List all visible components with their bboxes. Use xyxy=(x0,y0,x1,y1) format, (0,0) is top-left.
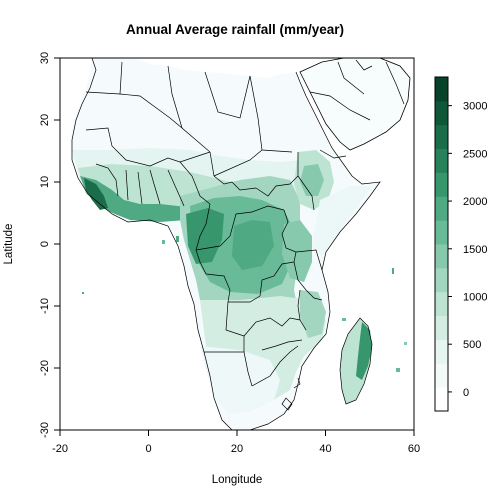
legend-swatch xyxy=(435,387,448,412)
legend-tick-label: 1500 xyxy=(463,244,487,256)
legend-swatch xyxy=(435,244,448,269)
y-tick-label: 30 xyxy=(39,52,51,64)
legend-tick-label: 500 xyxy=(463,339,481,351)
y-axis-ticks: -30 -20 -10 0 10 20 30 xyxy=(39,52,60,438)
x-tick-label: 40 xyxy=(319,443,331,455)
sierra-leone-wettest xyxy=(84,178,108,210)
legend-swatch xyxy=(435,77,448,102)
map-title: Annual Average rainfall (mm/year) xyxy=(125,22,345,37)
legend-swatch xyxy=(435,339,448,364)
legend-tick-label: 2000 xyxy=(463,196,487,208)
island-saotome xyxy=(162,240,165,244)
great-lakes-zone xyxy=(282,220,312,282)
horn-dry xyxy=(312,186,372,256)
legend-swatch xyxy=(435,148,448,173)
legend-swatch xyxy=(435,196,448,221)
y-tick-label: -20 xyxy=(39,360,51,376)
island-comoros xyxy=(342,318,346,321)
legend-swatch xyxy=(435,291,448,317)
y-tick-label: 20 xyxy=(39,114,51,126)
map-layer xyxy=(70,58,411,430)
madagascar-east-wet xyxy=(356,322,372,380)
legend-swatch xyxy=(435,220,448,245)
legend-swatch xyxy=(435,363,448,388)
island-reunion xyxy=(404,342,407,345)
congo-core-2 xyxy=(232,220,274,270)
southern-dry xyxy=(200,346,280,414)
legend-tick-label: 2500 xyxy=(463,148,487,160)
island-mauritius xyxy=(396,368,400,372)
legend-swatch xyxy=(435,100,448,126)
island-capeverde xyxy=(82,292,84,294)
congo-core-wettest xyxy=(186,208,224,264)
x-tick-label: -20 xyxy=(52,443,68,455)
x-tick-label: 20 xyxy=(231,443,243,455)
x-tick-label: 60 xyxy=(408,443,420,455)
legend-frame xyxy=(434,76,449,412)
y-tick-label: -30 xyxy=(39,422,51,438)
arabia-land xyxy=(299,58,411,151)
legend-swatch xyxy=(435,315,448,340)
legend-tick-label: 1000 xyxy=(463,291,487,303)
legend-swatch xyxy=(435,267,448,293)
legend-swatch xyxy=(435,172,448,197)
y-tick-label: 10 xyxy=(39,176,51,188)
mozambique-moderate xyxy=(300,290,326,338)
country-borders xyxy=(71,58,405,430)
y-tick-label: -10 xyxy=(39,298,51,314)
x-axis-ticks: -20 0 20 40 60 xyxy=(52,430,420,455)
legend-swatch xyxy=(435,124,448,150)
x-axis-label: Longitude xyxy=(211,474,263,486)
legend-tick-label: 0 xyxy=(463,387,469,399)
island-seychelles xyxy=(392,268,394,274)
legend-tick-label: 3000 xyxy=(463,101,487,113)
x-tick-label: 0 xyxy=(145,443,151,455)
island-bioko xyxy=(176,236,179,242)
y-tick-label: 0 xyxy=(39,241,51,247)
legend: 0 500 1000 1500 2000 2500 3000 xyxy=(434,76,487,412)
